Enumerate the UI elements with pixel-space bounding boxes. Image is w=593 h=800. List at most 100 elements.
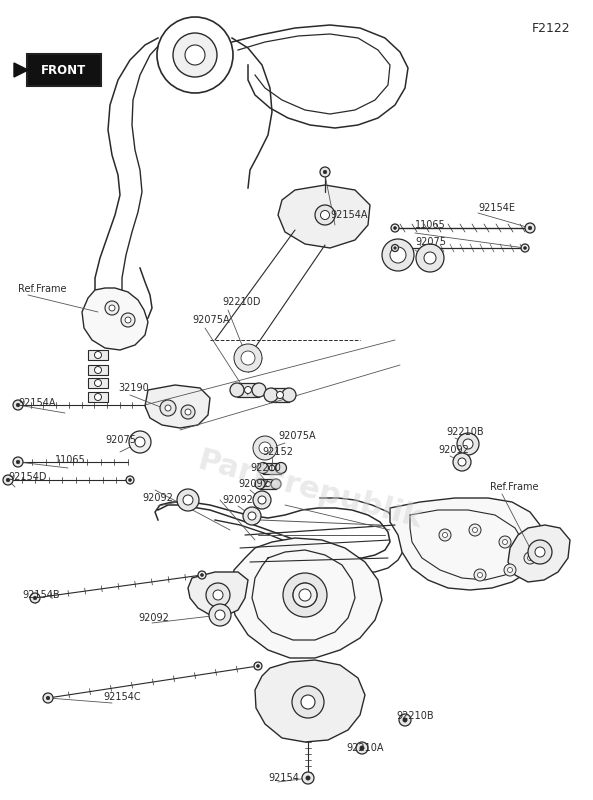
Circle shape bbox=[253, 436, 277, 460]
Circle shape bbox=[416, 244, 444, 272]
Text: 92154E: 92154E bbox=[478, 203, 515, 213]
Circle shape bbox=[293, 583, 317, 607]
Text: 11065: 11065 bbox=[55, 455, 86, 465]
Polygon shape bbox=[390, 498, 542, 590]
Circle shape bbox=[525, 223, 535, 233]
Circle shape bbox=[3, 475, 13, 485]
Circle shape bbox=[508, 567, 512, 573]
Circle shape bbox=[390, 247, 406, 263]
Circle shape bbox=[299, 589, 311, 601]
Circle shape bbox=[185, 45, 205, 65]
Circle shape bbox=[258, 496, 266, 504]
Polygon shape bbox=[237, 383, 259, 397]
Text: Ref.Frame: Ref.Frame bbox=[18, 284, 66, 294]
Circle shape bbox=[502, 539, 508, 545]
Circle shape bbox=[356, 742, 368, 754]
Circle shape bbox=[135, 437, 145, 447]
Text: 92210D: 92210D bbox=[222, 297, 260, 307]
Circle shape bbox=[209, 604, 231, 626]
Circle shape bbox=[292, 686, 324, 718]
Polygon shape bbox=[188, 572, 248, 616]
Text: 92092: 92092 bbox=[138, 613, 169, 623]
Circle shape bbox=[457, 433, 479, 455]
Polygon shape bbox=[263, 462, 281, 474]
Circle shape bbox=[230, 383, 244, 397]
Circle shape bbox=[255, 479, 265, 489]
Circle shape bbox=[528, 226, 532, 230]
Text: 92152: 92152 bbox=[262, 447, 293, 457]
Circle shape bbox=[524, 246, 527, 250]
Text: 92154B: 92154B bbox=[22, 590, 60, 600]
Circle shape bbox=[439, 529, 451, 541]
Polygon shape bbox=[14, 63, 28, 77]
Polygon shape bbox=[88, 350, 108, 360]
Polygon shape bbox=[260, 479, 276, 489]
Text: 92075: 92075 bbox=[105, 435, 136, 445]
FancyBboxPatch shape bbox=[27, 54, 101, 86]
Text: 92075: 92075 bbox=[415, 237, 446, 247]
Circle shape bbox=[266, 482, 270, 486]
Circle shape bbox=[13, 457, 23, 467]
Circle shape bbox=[302, 772, 314, 784]
Circle shape bbox=[94, 379, 101, 386]
Circle shape bbox=[185, 409, 191, 415]
Text: Ref.Frame: Ref.Frame bbox=[490, 482, 538, 492]
Circle shape bbox=[453, 453, 471, 471]
Circle shape bbox=[30, 593, 40, 603]
Circle shape bbox=[165, 405, 171, 411]
Circle shape bbox=[157, 17, 233, 93]
Circle shape bbox=[206, 583, 230, 607]
Circle shape bbox=[213, 590, 223, 600]
Circle shape bbox=[46, 696, 50, 700]
Circle shape bbox=[477, 573, 483, 578]
Circle shape bbox=[253, 491, 271, 509]
Circle shape bbox=[181, 405, 195, 419]
Circle shape bbox=[198, 571, 206, 579]
Circle shape bbox=[252, 383, 266, 397]
Circle shape bbox=[458, 458, 466, 466]
Circle shape bbox=[473, 527, 477, 533]
Circle shape bbox=[259, 442, 271, 454]
Polygon shape bbox=[255, 660, 365, 742]
Circle shape bbox=[528, 540, 552, 564]
Circle shape bbox=[271, 479, 281, 489]
Circle shape bbox=[391, 224, 399, 232]
Text: 92210B: 92210B bbox=[396, 711, 433, 721]
Polygon shape bbox=[145, 385, 210, 428]
Circle shape bbox=[16, 460, 20, 464]
Circle shape bbox=[94, 366, 101, 374]
Polygon shape bbox=[88, 378, 108, 388]
Circle shape bbox=[13, 400, 23, 410]
Circle shape bbox=[323, 170, 327, 174]
Circle shape bbox=[183, 495, 193, 505]
Text: 92154A: 92154A bbox=[330, 210, 368, 220]
Circle shape bbox=[424, 252, 436, 264]
Text: 92210: 92210 bbox=[250, 463, 281, 473]
Circle shape bbox=[276, 462, 286, 474]
Circle shape bbox=[403, 718, 407, 722]
Circle shape bbox=[94, 394, 101, 401]
Circle shape bbox=[264, 388, 278, 402]
Circle shape bbox=[282, 388, 296, 402]
Polygon shape bbox=[271, 388, 289, 402]
Text: 92210A: 92210A bbox=[346, 743, 384, 753]
Circle shape bbox=[121, 313, 135, 327]
Circle shape bbox=[315, 205, 335, 225]
Text: 92075A: 92075A bbox=[192, 315, 229, 325]
Polygon shape bbox=[88, 365, 108, 375]
Circle shape bbox=[160, 400, 176, 416]
Circle shape bbox=[474, 569, 486, 581]
Circle shape bbox=[535, 547, 545, 557]
Circle shape bbox=[109, 305, 115, 311]
Circle shape bbox=[463, 439, 473, 449]
Circle shape bbox=[177, 489, 199, 511]
Circle shape bbox=[243, 507, 261, 525]
Text: 92092: 92092 bbox=[142, 493, 173, 503]
Text: 11065: 11065 bbox=[415, 220, 446, 230]
Text: 92092: 92092 bbox=[238, 479, 269, 489]
Circle shape bbox=[33, 596, 37, 600]
Circle shape bbox=[306, 776, 310, 780]
Circle shape bbox=[276, 391, 283, 398]
Circle shape bbox=[129, 431, 151, 453]
Circle shape bbox=[126, 476, 134, 484]
